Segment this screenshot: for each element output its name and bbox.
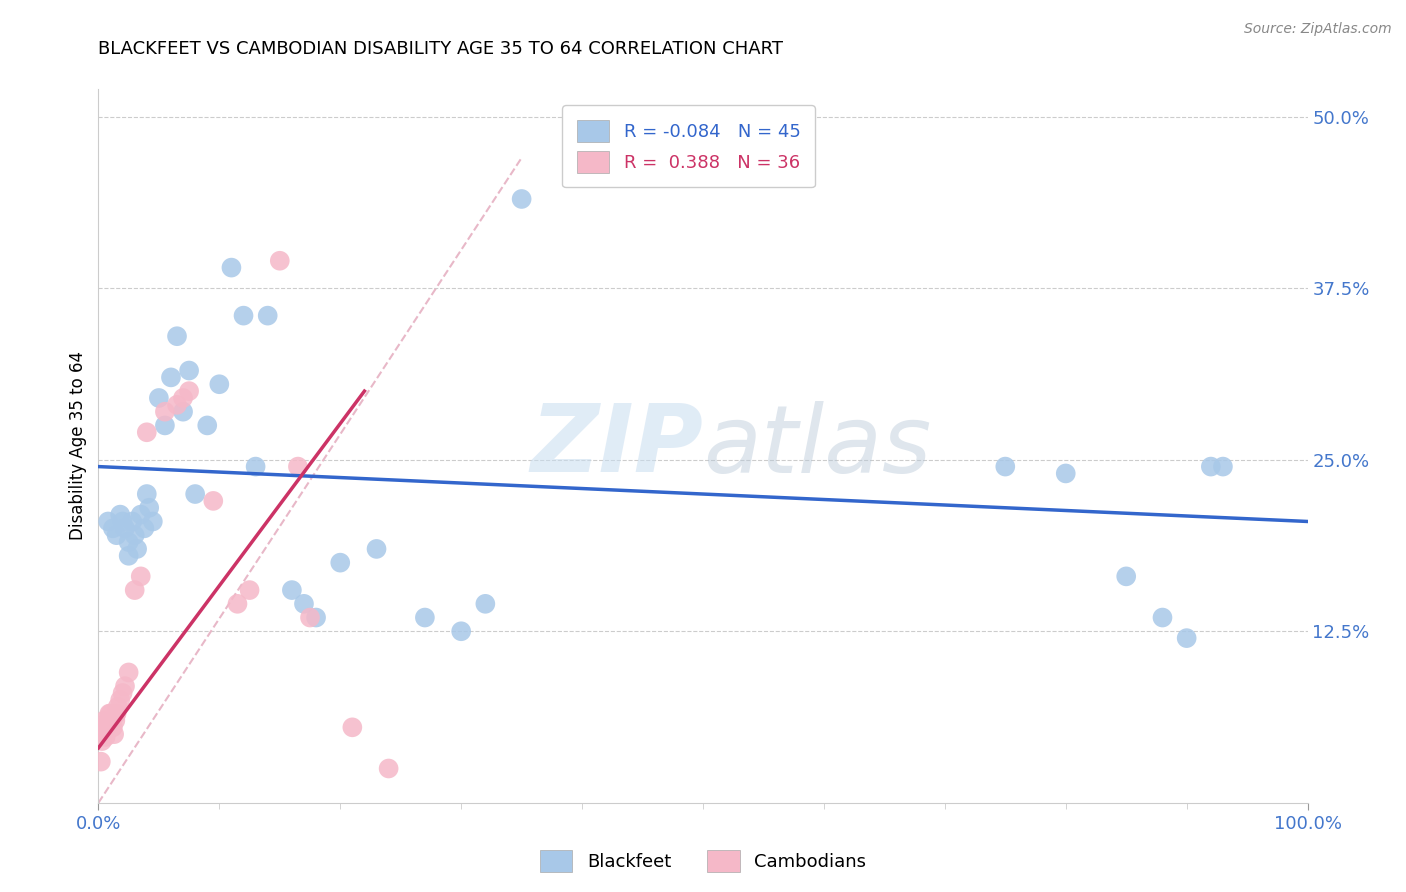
Point <box>232 309 254 323</box>
Point <box>135 425 157 440</box>
Point <box>114 679 136 693</box>
Point <box>177 384 201 398</box>
Point <box>148 391 170 405</box>
Point <box>93 720 115 734</box>
Point <box>450 624 472 639</box>
Point <box>100 706 122 721</box>
Point <box>1212 459 1234 474</box>
Point <box>96 720 118 734</box>
Point <box>111 515 134 529</box>
Point <box>103 727 125 741</box>
Point <box>124 583 146 598</box>
Point <box>1054 467 1077 481</box>
Point <box>172 405 194 419</box>
Point <box>118 535 141 549</box>
Point <box>195 418 218 433</box>
Point <box>94 730 117 744</box>
Point <box>269 253 291 268</box>
Point <box>91 734 114 748</box>
Point <box>172 391 194 405</box>
Point <box>1175 631 1198 645</box>
Point <box>239 583 262 598</box>
Point <box>166 329 188 343</box>
Point <box>298 610 321 624</box>
Point <box>342 720 364 734</box>
Point <box>366 541 388 556</box>
Point <box>105 528 128 542</box>
Y-axis label: Disability Age 35 to 64: Disability Age 35 to 64 <box>69 351 87 541</box>
Point <box>1115 569 1137 583</box>
Point <box>138 500 160 515</box>
Point <box>107 699 129 714</box>
Point <box>142 515 165 529</box>
Point <box>202 494 225 508</box>
Point <box>474 597 496 611</box>
Point <box>1152 610 1174 624</box>
Legend: Blackfeet, Cambodians: Blackfeet, Cambodians <box>533 843 873 880</box>
Point <box>153 405 176 419</box>
Point <box>377 762 399 776</box>
Point <box>160 370 183 384</box>
Point <box>91 727 114 741</box>
Point <box>108 693 131 707</box>
Text: atlas: atlas <box>703 401 931 491</box>
Point <box>105 706 128 721</box>
Point <box>221 260 243 275</box>
Point <box>305 610 328 624</box>
Point <box>413 610 436 624</box>
Text: Source: ZipAtlas.com: Source: ZipAtlas.com <box>1244 22 1392 37</box>
Point <box>129 508 152 522</box>
Point <box>100 714 122 728</box>
Point <box>114 521 136 535</box>
Point <box>510 192 533 206</box>
Point <box>90 755 112 769</box>
Point <box>127 541 149 556</box>
Point <box>329 556 352 570</box>
Point <box>135 487 157 501</box>
Point <box>287 459 309 474</box>
Point <box>101 720 124 734</box>
Point <box>101 521 124 535</box>
Point <box>184 487 207 501</box>
Point <box>97 714 120 728</box>
Text: ZIP: ZIP <box>530 400 703 492</box>
Point <box>97 515 120 529</box>
Point <box>93 714 115 728</box>
Point <box>166 398 188 412</box>
Point <box>177 363 201 377</box>
Point <box>994 459 1017 474</box>
Point <box>256 309 278 323</box>
Point <box>98 706 121 721</box>
Point <box>108 508 131 522</box>
Point <box>134 521 156 535</box>
Point <box>153 418 176 433</box>
Point <box>226 597 249 611</box>
Point <box>118 549 141 563</box>
Point <box>245 459 267 474</box>
Point <box>118 665 141 680</box>
Point <box>1199 459 1222 474</box>
Point <box>124 528 146 542</box>
Point <box>208 377 231 392</box>
Point <box>281 583 304 598</box>
Point <box>111 686 134 700</box>
Point <box>100 714 122 728</box>
Point <box>104 714 127 728</box>
Point <box>129 569 152 583</box>
Text: BLACKFEET VS CAMBODIAN DISABILITY AGE 35 TO 64 CORRELATION CHART: BLACKFEET VS CAMBODIAN DISABILITY AGE 35… <box>98 40 783 58</box>
Point <box>121 515 143 529</box>
Point <box>292 597 315 611</box>
